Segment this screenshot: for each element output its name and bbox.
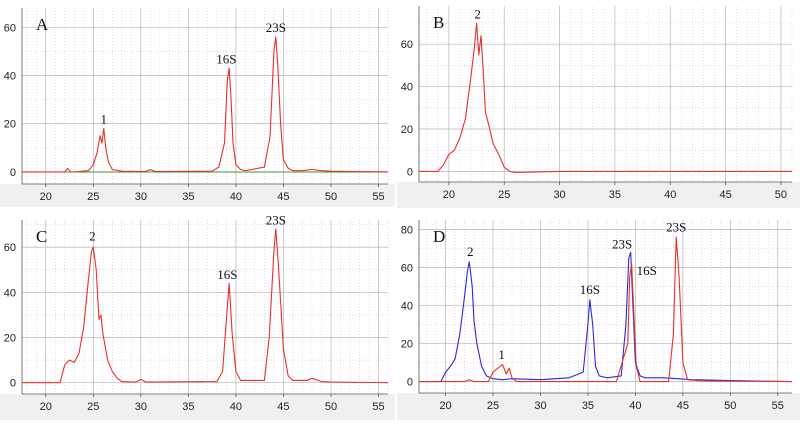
x-tick-label: 25 xyxy=(87,191,99,203)
y-tick-label: 20 xyxy=(4,119,16,131)
x-tick-label: 50 xyxy=(724,400,736,412)
x-tick-label: 45 xyxy=(719,189,731,201)
x-tick-label: 25 xyxy=(87,401,99,413)
x-tick-label: 35 xyxy=(182,191,194,203)
peak-label: 16S xyxy=(217,267,237,282)
x-tick-label: 55 xyxy=(772,400,784,412)
y-tick-label: 20 xyxy=(401,339,413,351)
panel-b: 20 25 30 35 40 45 50 0 20 40 60 B 2 xyxy=(397,6,800,208)
x-tick-label: 30 xyxy=(135,401,147,413)
panel-label: A xyxy=(36,15,49,34)
plot-area xyxy=(419,6,792,182)
y-tick-label: 60 xyxy=(4,242,16,254)
x-tick-label: 45 xyxy=(677,400,689,412)
peak-label: 23S xyxy=(266,20,286,35)
peak-label: 23S xyxy=(666,219,686,234)
x-tick-label: 45 xyxy=(277,191,289,203)
panel-c: 20 25 30 35 40 45 50 55 0 20 40 60 C 2 16S 23S xyxy=(0,213,395,420)
grid xyxy=(419,6,793,182)
x-tick-label: 50 xyxy=(325,401,337,413)
y-tick-label: 0 xyxy=(407,377,413,389)
x-tick-label: 20 xyxy=(439,400,451,412)
peak-label: 2 xyxy=(474,7,481,22)
panel-label: D xyxy=(433,227,445,246)
y-tick-label: 40 xyxy=(401,82,413,94)
peak-label: 1 xyxy=(101,112,108,127)
peak-label: 23S xyxy=(612,237,632,252)
peak-label: 2 xyxy=(89,228,96,243)
series-line xyxy=(419,251,793,383)
y-tick-label: 40 xyxy=(4,287,16,299)
y-tick-label: 0 xyxy=(10,378,16,390)
peak-label: 1 xyxy=(498,347,505,362)
x-tick-label: 30 xyxy=(534,400,546,412)
panel-label: C xyxy=(36,227,47,246)
y-tick-label: 0 xyxy=(10,167,16,179)
y-tick-label: 20 xyxy=(4,333,16,345)
y-tick-label: 40 xyxy=(401,301,413,313)
x-tick-label: 30 xyxy=(135,191,147,203)
x-tick-label: 35 xyxy=(582,400,594,412)
x-tick-label: 20 xyxy=(40,191,52,203)
x-tick-label: 55 xyxy=(372,401,384,413)
grid xyxy=(22,220,389,394)
series-line xyxy=(419,22,792,174)
peak-label: 16S xyxy=(216,51,236,66)
peak-label: 2 xyxy=(467,244,474,259)
x-tick-label: 20 xyxy=(40,401,52,413)
y-tick-label: 20 xyxy=(401,124,413,136)
x-axis-band xyxy=(397,393,800,420)
series-line xyxy=(419,236,793,383)
y-tick-label: 40 xyxy=(4,71,16,83)
series-line xyxy=(22,36,389,173)
x-tick-label: 30 xyxy=(553,189,565,201)
x-tick-label: 40 xyxy=(230,191,242,203)
x-tick-label: 50 xyxy=(325,191,337,203)
x-axis-band xyxy=(0,394,395,420)
x-tick-label: 25 xyxy=(498,189,510,201)
plot-area xyxy=(22,220,388,394)
y-tick-label: 80 xyxy=(401,225,413,237)
x-axis-band xyxy=(397,182,800,208)
x-tick-label: 45 xyxy=(277,401,289,413)
x-tick-label: 25 xyxy=(487,400,499,412)
x-tick-label: 35 xyxy=(609,189,621,201)
x-tick-label: 40 xyxy=(664,189,676,201)
x-tick-label: 50 xyxy=(775,189,787,201)
x-tick-label: 40 xyxy=(629,400,641,412)
x-tick-label: 20 xyxy=(443,189,455,201)
y-tick-label: 60 xyxy=(4,22,16,34)
y-tick-label: 60 xyxy=(401,263,413,275)
peak-label: 16S xyxy=(580,282,600,297)
x-axis-band xyxy=(0,184,395,207)
grid xyxy=(22,8,389,184)
series-line xyxy=(22,228,389,384)
y-tick-label: 0 xyxy=(407,166,413,178)
panel-label: B xyxy=(433,13,444,32)
peak-label: 23S xyxy=(266,213,286,228)
y-tick-label: 60 xyxy=(401,39,413,51)
plot-area xyxy=(419,220,792,393)
peak-label: 16S xyxy=(637,263,657,278)
x-tick-label: 55 xyxy=(372,191,384,203)
plot-area xyxy=(22,8,388,184)
panel-a: 20 25 30 35 40 45 50 55 0 20 40 60 A 1 16S 23S xyxy=(0,8,395,207)
x-tick-label: 40 xyxy=(230,401,242,413)
x-tick-label: 35 xyxy=(182,401,194,413)
panel-d: 20 25 30 35 40 45 50 55 0 20 40 60 80 D 2 1 16S 23S 16S 23S xyxy=(397,219,800,420)
